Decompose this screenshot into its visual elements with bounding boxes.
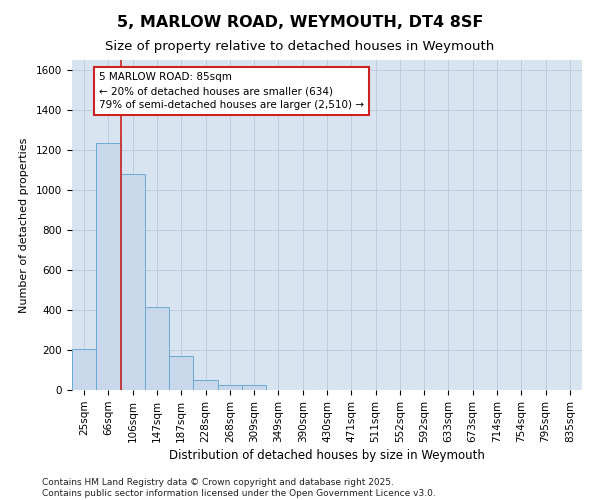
Bar (96, 143, 121, 390)
Bar (169, 356, 193, 390)
Y-axis label: Number of detached properties: Number of detached properties (19, 138, 29, 312)
Bar (193, 380, 218, 390)
Text: Size of property relative to detached houses in Weymouth: Size of property relative to detached ho… (106, 40, 494, 53)
Bar (121, 174, 145, 390)
Bar (72, 349, 96, 390)
X-axis label: Distribution of detached houses by size in Weymouth: Distribution of detached houses by size … (169, 449, 485, 462)
Bar (218, 385, 242, 390)
Bar (145, 307, 169, 390)
Text: 5, MARLOW ROAD, WEYMOUTH, DT4 8SF: 5, MARLOW ROAD, WEYMOUTH, DT4 8SF (117, 15, 483, 30)
Text: Contains HM Land Registry data © Crown copyright and database right 2025.
Contai: Contains HM Land Registry data © Crown c… (42, 478, 436, 498)
Bar (242, 385, 266, 390)
Text: 5 MARLOW ROAD: 85sqm
← 20% of detached houses are smaller (634)
79% of semi-deta: 5 MARLOW ROAD: 85sqm ← 20% of detached h… (99, 72, 364, 110)
